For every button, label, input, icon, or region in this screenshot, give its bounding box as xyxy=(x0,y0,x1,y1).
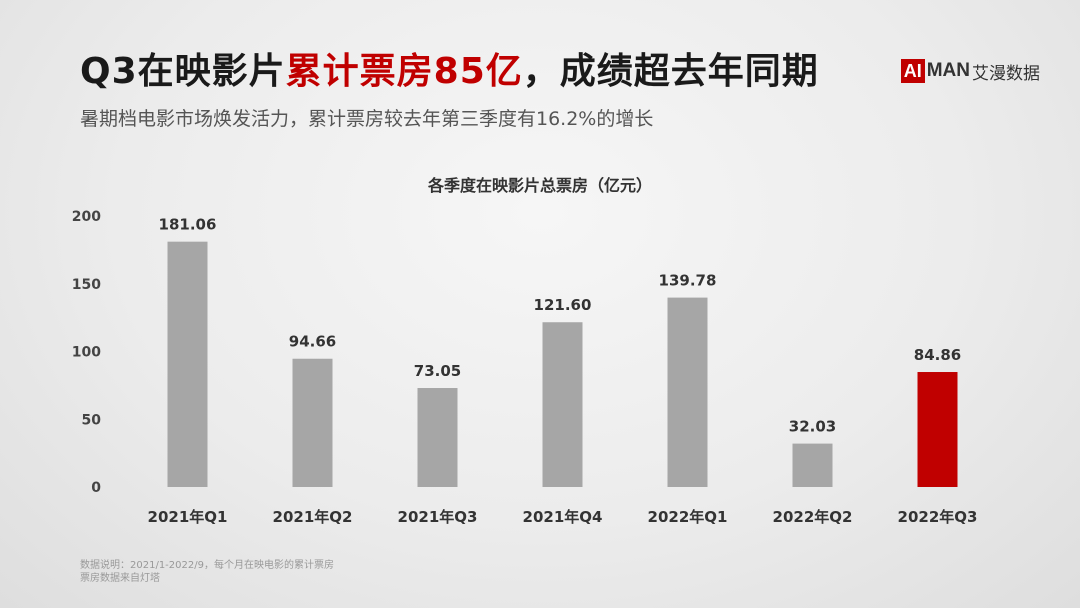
y-tick-label: 0 xyxy=(91,480,101,496)
y-tick-label: 50 xyxy=(82,412,102,428)
logo-text: MAN xyxy=(926,60,970,81)
data-label: 94.66 xyxy=(289,333,336,351)
data-label: 32.03 xyxy=(789,418,836,436)
y-tick-label: 100 xyxy=(72,345,101,361)
logo-mark: AI xyxy=(900,59,925,83)
x-tick-label: 2022年Q3 xyxy=(898,508,978,526)
x-tick-label: 2021年Q3 xyxy=(398,508,478,526)
footnote-line1: 数据说明：2021/1-2022/9，每个月在映电影的累计票房 xyxy=(80,560,334,571)
y-tick-label: 200 xyxy=(72,209,101,225)
y-tick-label: 150 xyxy=(72,277,101,293)
data-label: 181.06 xyxy=(159,216,217,234)
bar-2 xyxy=(292,358,333,487)
title-highlight: 累计票房85亿 xyxy=(285,51,523,92)
data-label: 121.60 xyxy=(534,296,592,314)
brand-logo: AI MAN 艾漫数据 xyxy=(900,58,1040,84)
data-label: 73.05 xyxy=(414,362,461,380)
x-tick-label: 2021年Q2 xyxy=(273,508,353,526)
x-tick-label: 2022年Q1 xyxy=(648,508,728,526)
footnote: 数据说明：2021/1-2022/9，每个月在映电影的累计票房 票房数据来自灯塔 xyxy=(80,559,334,585)
title-part2: ，成绩超去年同期 xyxy=(522,51,819,92)
x-tick-label: 2021年Q1 xyxy=(148,508,228,526)
bar-3 xyxy=(417,388,458,487)
x-tick-label: 2021年Q4 xyxy=(523,508,603,526)
bar-7 xyxy=(917,372,958,487)
bar-6 xyxy=(792,443,833,487)
data-label: 84.86 xyxy=(914,346,961,364)
header: Q3在映影片累计票房85亿，成绩超去年同期 xyxy=(80,42,1040,102)
bar-5 xyxy=(667,297,708,487)
x-tick-label: 2022年Q2 xyxy=(773,508,853,526)
page-title: Q3在映影片累计票房85亿，成绩超去年同期 xyxy=(80,42,819,94)
chart-title: 各季度在映影片总票房（亿元） xyxy=(427,176,652,195)
footnote-line2: 票房数据来自灯塔 xyxy=(80,573,160,584)
title-part1: Q3在映影片 xyxy=(80,51,286,92)
logo-cn: 艾漫数据 xyxy=(972,63,1040,84)
page-subtitle: 暑期档电影市场焕发活力，累计票房较去年第三季度有16.2%的增长 xyxy=(80,108,654,130)
data-label: 139.78 xyxy=(659,272,717,290)
bar-1 xyxy=(167,241,208,487)
bar-4 xyxy=(542,322,583,487)
